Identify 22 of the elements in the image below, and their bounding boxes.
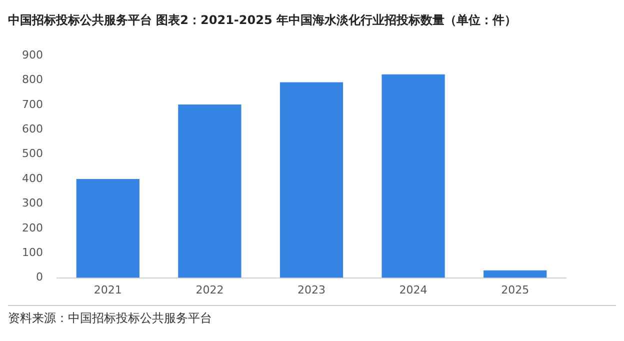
y-tick-label: 800 xyxy=(22,73,43,86)
x-tick-label: 2023 xyxy=(298,283,326,296)
y-tick-label: 600 xyxy=(22,122,43,136)
bar xyxy=(280,82,344,278)
y-tick-label: 0 xyxy=(36,270,43,284)
text: 资料来源：中国招标投标公共服务平台 xyxy=(8,306,616,327)
x-tick-label: 2025 xyxy=(501,283,530,296)
bar xyxy=(484,270,547,278)
y-tick-label: 900 xyxy=(22,48,43,62)
y-tick-label: 200 xyxy=(22,221,43,234)
y-tick-label: 400 xyxy=(22,172,43,185)
bar xyxy=(382,74,445,278)
x-tick-label: 2024 xyxy=(399,283,428,296)
y-tick-label: 500 xyxy=(22,147,43,160)
bar xyxy=(76,179,140,278)
x-tick-label: 2022 xyxy=(196,283,224,296)
chart-title: 中国招标投标公共服务平台 图表2：2021-2025 年中国海水淡化行业招投标数量（单位：件） xyxy=(8,12,518,29)
y-tick-label: 300 xyxy=(22,196,43,210)
y-tick-label: 100 xyxy=(22,246,43,259)
y-tick-label: 700 xyxy=(22,98,43,111)
bar xyxy=(178,104,242,278)
x-tick-label: 2021 xyxy=(94,283,122,296)
